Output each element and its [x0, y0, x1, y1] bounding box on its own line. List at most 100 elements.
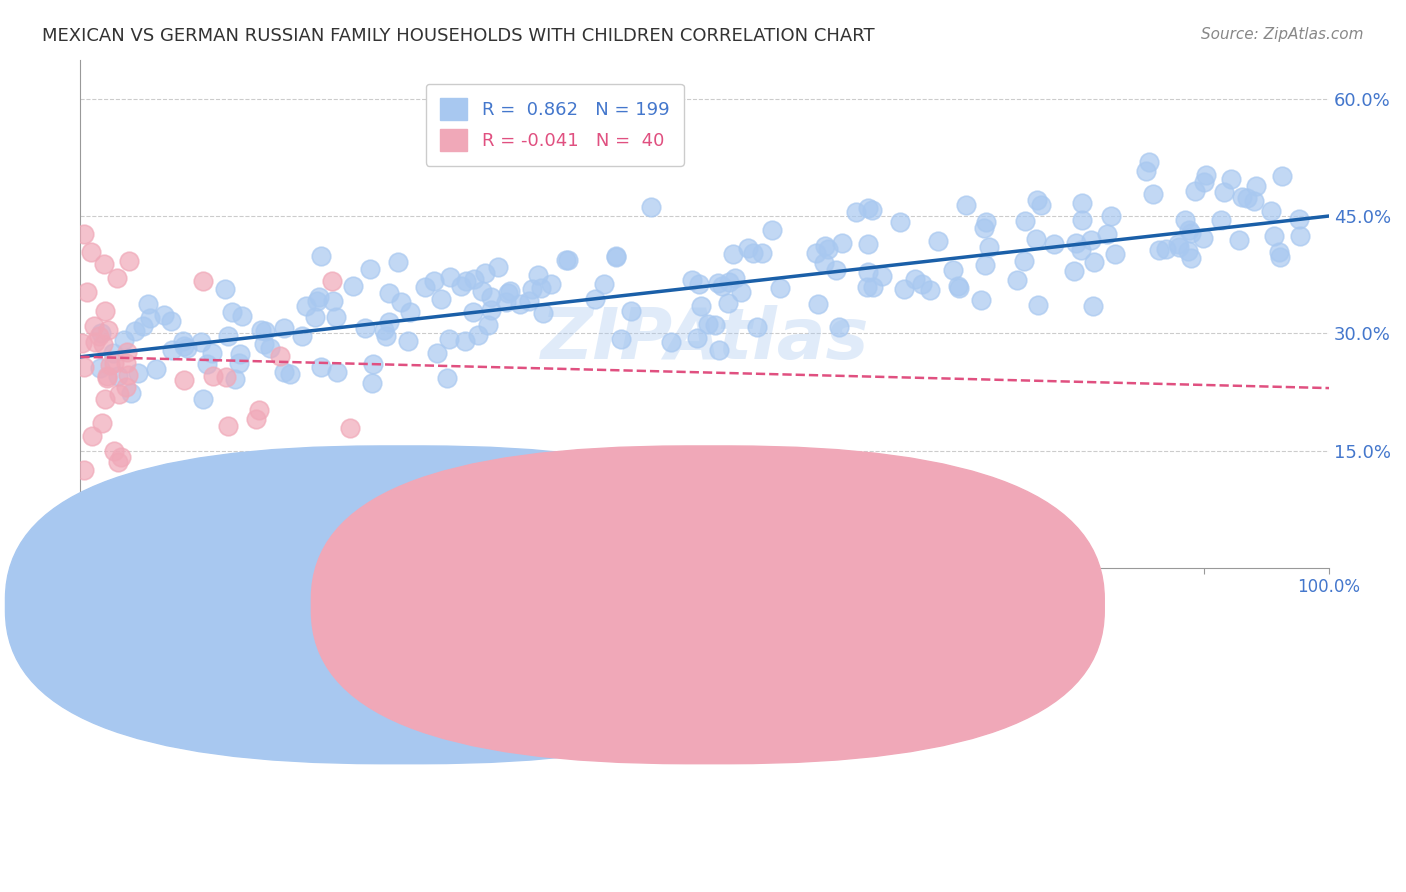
- Point: [479, 290, 502, 304]
- Point: [162, 343, 184, 358]
- Point: [326, 365, 349, 379]
- Point: [190, 335, 212, 350]
- Point: [527, 268, 550, 283]
- Point: [845, 204, 868, 219]
- Point: [436, 371, 458, 385]
- Point: [681, 273, 703, 287]
- Point: [80, 428, 103, 442]
- Point: [495, 295, 517, 310]
- Point: [927, 234, 949, 248]
- Point: [118, 254, 141, 268]
- Point: [201, 368, 224, 383]
- Point: [1219, 172, 1241, 186]
- Point: [1070, 244, 1092, 258]
- Point: [583, 293, 606, 307]
- Point: [860, 202, 883, 217]
- Point: [893, 282, 915, 296]
- Point: [307, 293, 329, 308]
- Point: [201, 345, 224, 359]
- Point: [127, 366, 149, 380]
- Point: [856, 201, 879, 215]
- Point: [378, 315, 401, 329]
- Point: [132, 318, 155, 333]
- Point: [1142, 187, 1164, 202]
- Point: [94, 392, 117, 406]
- Point: [215, 370, 238, 384]
- Point: [1268, 244, 1291, 259]
- Point: [973, 221, 995, 235]
- Point: [94, 304, 117, 318]
- Point: [814, 239, 837, 253]
- Point: [217, 329, 239, 343]
- Point: [1236, 191, 1258, 205]
- Point: [856, 236, 879, 251]
- Point: [73, 227, 96, 241]
- Point: [93, 257, 115, 271]
- Point: [970, 293, 993, 308]
- Text: German Russians: German Russians: [689, 604, 845, 622]
- Point: [273, 321, 295, 335]
- Point: [1101, 210, 1123, 224]
- Point: [353, 321, 375, 335]
- Point: [1064, 235, 1087, 250]
- Point: [605, 249, 627, 263]
- Point: [1271, 169, 1294, 183]
- Point: [1288, 212, 1310, 227]
- Point: [112, 333, 135, 347]
- Point: [96, 368, 118, 383]
- Point: [159, 314, 181, 328]
- Point: [76, 285, 98, 299]
- Point: [557, 253, 579, 268]
- Point: [911, 277, 934, 291]
- Point: [90, 326, 112, 340]
- Point: [1263, 229, 1285, 244]
- Point: [389, 295, 412, 310]
- Point: [117, 368, 139, 382]
- Point: [195, 357, 218, 371]
- Point: [856, 265, 879, 279]
- Point: [704, 318, 727, 333]
- Point: [977, 240, 1000, 254]
- Point: [1167, 236, 1189, 251]
- Point: [1014, 213, 1036, 227]
- Point: [115, 345, 138, 359]
- Point: [1025, 193, 1047, 207]
- Point: [91, 337, 114, 351]
- Point: [1243, 194, 1265, 209]
- Point: [426, 345, 449, 359]
- Point: [1007, 273, 1029, 287]
- Point: [463, 305, 485, 319]
- Point: [360, 376, 382, 391]
- Point: [477, 318, 499, 333]
- Point: [325, 310, 347, 324]
- Point: [91, 417, 114, 431]
- Point: [1244, 179, 1267, 194]
- Point: [304, 310, 326, 324]
- Point: [252, 336, 274, 351]
- Point: [228, 347, 250, 361]
- Point: [745, 320, 768, 334]
- Point: [721, 246, 744, 260]
- Point: [273, 365, 295, 379]
- Point: [107, 369, 129, 384]
- Point: [813, 256, 835, 270]
- Point: [224, 372, 246, 386]
- Point: [228, 356, 250, 370]
- Point: [231, 310, 253, 324]
- Point: [509, 297, 531, 311]
- Point: [454, 274, 477, 288]
- Point: [193, 392, 215, 406]
- Point: [1194, 174, 1216, 188]
- Point: [373, 323, 395, 337]
- Point: [1071, 212, 1094, 227]
- Point: [172, 334, 194, 348]
- Point: [1268, 250, 1291, 264]
- Point: [73, 359, 96, 374]
- Point: [322, 294, 344, 309]
- Point: [862, 280, 884, 294]
- Point: [1042, 237, 1064, 252]
- FancyBboxPatch shape: [6, 446, 799, 764]
- Point: [413, 280, 436, 294]
- Point: [450, 279, 472, 293]
- Point: [1026, 298, 1049, 312]
